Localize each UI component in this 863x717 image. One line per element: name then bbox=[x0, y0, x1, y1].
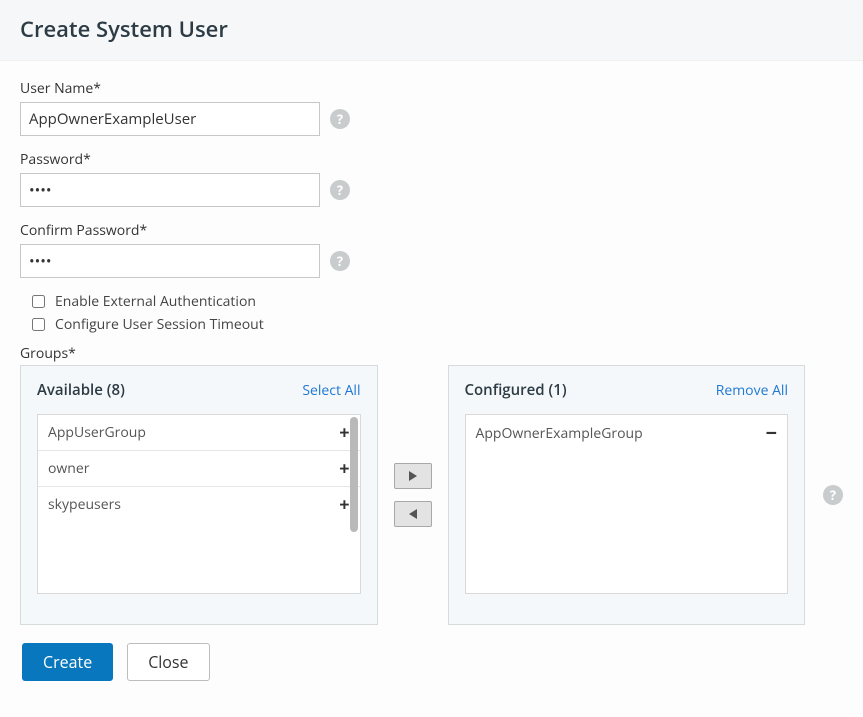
available-item[interactable]: skypeusers + bbox=[38, 487, 360, 522]
confirm-password-label: Confirm Password* bbox=[20, 221, 843, 240]
plus-icon[interactable]: + bbox=[339, 460, 349, 478]
available-item[interactable]: owner + bbox=[38, 451, 360, 487]
configured-listbox: AppOwnerExampleGroup − bbox=[465, 414, 789, 594]
remove-all-link[interactable]: Remove All bbox=[716, 381, 788, 400]
username-input[interactable] bbox=[20, 102, 320, 136]
help-icon[interactable]: ? bbox=[330, 109, 350, 129]
dialog-header: Create System User bbox=[0, 0, 863, 61]
configured-item[interactable]: AppOwnerExampleGroup − bbox=[466, 415, 788, 451]
username-label: User Name* bbox=[20, 79, 843, 98]
create-button[interactable]: Create bbox=[22, 643, 113, 681]
enable-external-auth-checkbox[interactable] bbox=[32, 295, 45, 308]
help-icon[interactable]: ? bbox=[330, 251, 350, 271]
move-left-button[interactable] bbox=[394, 501, 432, 527]
available-listbox: AppUserGroup + owner + skypeusers + bbox=[37, 414, 361, 594]
move-right-button[interactable] bbox=[394, 463, 432, 489]
dialog-title: Create System User bbox=[20, 14, 843, 44]
password-input[interactable] bbox=[20, 173, 320, 207]
chevron-right-icon bbox=[409, 471, 417, 481]
plus-icon[interactable]: + bbox=[339, 496, 349, 514]
select-all-link[interactable]: Select All bbox=[302, 381, 360, 400]
transfer-buttons bbox=[378, 365, 448, 625]
configured-title: Configured (1) bbox=[465, 380, 567, 400]
configure-session-timeout-label: Configure User Session Timeout bbox=[55, 315, 264, 334]
available-item-label: skypeusers bbox=[48, 495, 121, 514]
form-body: User Name* ? Password* ? Confirm Passwor… bbox=[0, 61, 863, 709]
configured-panel: Configured (1) Remove All AppOwnerExampl… bbox=[448, 365, 806, 625]
groups-help-wrapper: ? bbox=[805, 365, 843, 625]
chevron-left-icon bbox=[409, 509, 417, 519]
help-icon[interactable]: ? bbox=[330, 180, 350, 200]
groups-dual-list: Available (8) Select All AppUserGroup + … bbox=[20, 365, 843, 625]
help-icon[interactable]: ? bbox=[823, 485, 843, 505]
scrollbar-thumb[interactable] bbox=[350, 417, 358, 532]
configure-session-timeout-checkbox[interactable] bbox=[32, 318, 45, 331]
available-title: Available (8) bbox=[37, 380, 125, 400]
available-item[interactable]: AppUserGroup + bbox=[38, 415, 360, 451]
groups-label: Groups* bbox=[20, 344, 843, 363]
configured-item-label: AppOwnerExampleGroup bbox=[476, 424, 643, 443]
available-panel: Available (8) Select All AppUserGroup + … bbox=[20, 365, 378, 625]
minus-icon[interactable]: − bbox=[766, 423, 777, 443]
plus-icon[interactable]: + bbox=[339, 424, 349, 442]
close-button[interactable]: Close bbox=[127, 643, 209, 681]
confirm-password-input[interactable] bbox=[20, 244, 320, 278]
available-item-label: AppUserGroup bbox=[48, 423, 146, 442]
enable-external-auth-label: Enable External Authentication bbox=[55, 292, 256, 311]
available-item-label: owner bbox=[48, 459, 89, 478]
password-label: Password* bbox=[20, 150, 843, 169]
dialog-footer: Create Close bbox=[20, 625, 843, 699]
